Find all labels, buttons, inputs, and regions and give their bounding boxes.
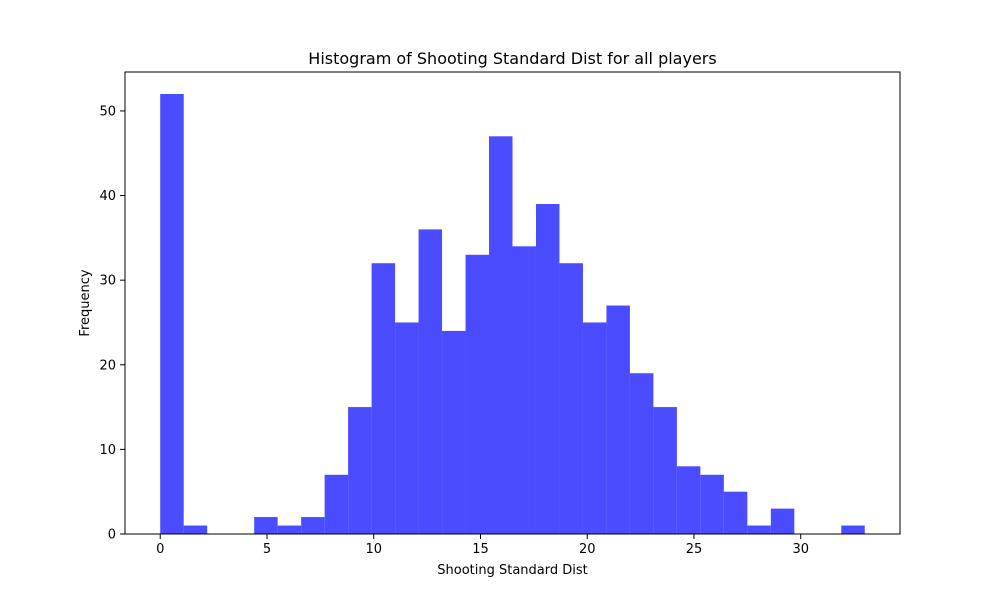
bars-layer [160, 94, 865, 534]
histogram-bar [676, 466, 701, 534]
histogram-bar [442, 330, 466, 534]
histogram-bar [183, 525, 208, 534]
x-tick-label: 15 [472, 542, 489, 557]
y-tick-label: 0 [108, 528, 116, 543]
histogram-bar [348, 407, 372, 534]
histogram-bar [606, 305, 630, 534]
histogram-bar [254, 517, 278, 534]
histogram-bar [465, 254, 490, 534]
plot-frame [124, 71, 901, 535]
histogram-bar [653, 407, 677, 534]
x-tick-label: 5 [263, 542, 271, 557]
y-tick-label: 20 [99, 358, 116, 373]
x-axis: 0 5 10 15 20 25 30 [156, 534, 809, 557]
histogram-bar [489, 136, 513, 534]
y-tick-label: 10 [99, 443, 116, 458]
y-tick-label: 50 [99, 104, 116, 119]
x-axis-label: Shooting Standard Dist [437, 563, 588, 578]
histogram-bar [841, 525, 865, 534]
y-axis-label: Frequency [78, 269, 93, 336]
histogram-bar [629, 373, 654, 534]
chart-title: Histogram of Shooting Standard Dist for … [308, 49, 716, 68]
histogram-bar [160, 94, 184, 534]
x-tick-label: 0 [156, 542, 164, 557]
histogram-bar [770, 508, 795, 534]
histogram-bar [535, 204, 560, 534]
histogram-bar [418, 229, 443, 534]
y-tick-label: 40 [99, 189, 116, 204]
histogram-bar [277, 525, 302, 534]
histogram-bar [395, 322, 419, 534]
histogram-bar [723, 491, 748, 534]
x-tick-label: 10 [365, 542, 382, 557]
y-tick-label: 30 [99, 274, 116, 289]
x-tick-label: 20 [579, 542, 596, 557]
histogram-bar [324, 474, 349, 534]
x-tick-label: 30 [792, 542, 809, 557]
histogram-bar [301, 517, 325, 534]
histogram-bar [582, 322, 607, 534]
histogram-bar [747, 525, 771, 534]
histogram-bar [371, 263, 396, 534]
histogram-bar [700, 474, 724, 534]
histogram-bar [512, 246, 536, 534]
y-axis: 0 10 20 30 40 50 [99, 104, 125, 543]
histogram-bar [559, 263, 583, 534]
x-tick-label: 25 [686, 542, 703, 557]
